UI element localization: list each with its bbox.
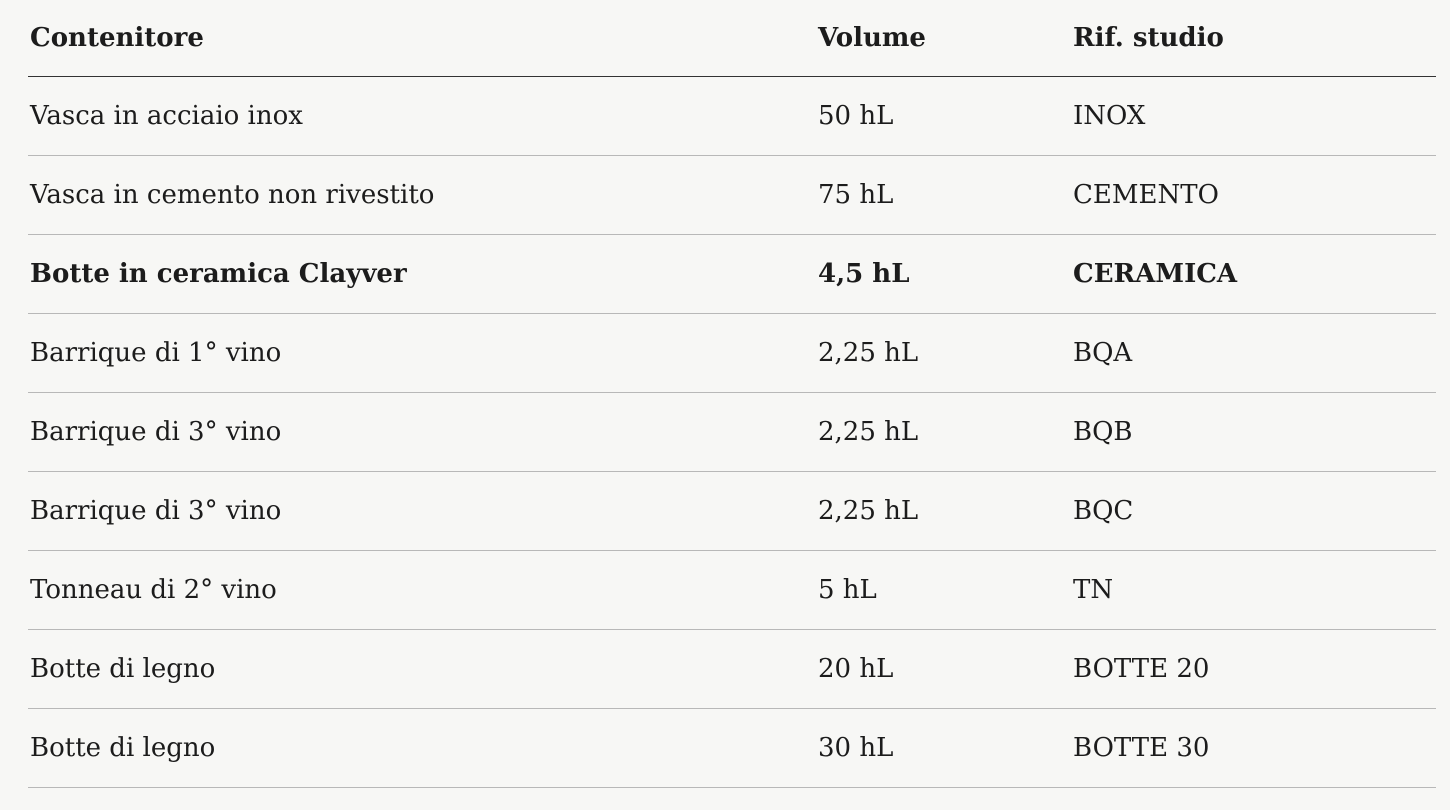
table-row: Vasca in acciaio inox 50 hL INOX [28, 76, 1436, 156]
header-row: Contenitore Volume Rif. studio [28, 0, 1436, 77]
table-cell: Vasca in cemento non rivestito [28, 155, 816, 235]
table-cell: 5 hL [816, 550, 1071, 630]
table-row: Barrique di 1° vino 2,25 hL BQA [28, 313, 1436, 393]
table-cell: Barrique di 1° vino [28, 313, 816, 393]
table-row: Barrique di 3° vino 2,25 hL BQC [28, 471, 1436, 551]
table-cell: 75 hL [816, 155, 1071, 235]
header-cell: Volume [816, 0, 1071, 77]
table-cell: Barrique di 3° vino [28, 471, 816, 551]
table-cell: INOX [1071, 76, 1436, 156]
table-row: Botte in ceramica Clayver 4,5 hL CERAMICA [28, 234, 1436, 314]
table-cell: 2,25 hL [816, 471, 1071, 551]
table-cell: 4,5 hL [816, 234, 1071, 314]
table-cell: CERAMICA [1071, 234, 1436, 314]
table-cell: Botte in ceramica Clayver [28, 234, 816, 314]
header-cell: Rif. studio [1071, 0, 1436, 77]
table-cell: 2,25 hL [816, 392, 1071, 472]
table-cell: BQA [1071, 313, 1436, 393]
table-cell: Tonneau di 2° vino [28, 550, 816, 630]
table-cell: Botte di legno [28, 629, 816, 709]
table-cell: CEMENTO [1071, 155, 1436, 235]
table-row: Vasca in cemento non rivestito 75 hL CEMEN… [28, 155, 1436, 235]
table-cell: Botte di legno [28, 708, 816, 788]
table-cell: BOTTE 20 [1071, 629, 1436, 709]
header-cell: Contenitore [28, 0, 816, 77]
table-cell: Vasca in acciaio inox [28, 76, 816, 156]
table-cell: 20 hL [816, 629, 1071, 709]
table-cell: Barrique di 3° vino [28, 392, 816, 472]
table-cell: 2,25 hL [816, 313, 1071, 393]
table-row: Botte di legno 20 hL BOTTE 20 [28, 629, 1436, 709]
table-row: Barrique di 3° vino 2,25 hL BQB [28, 392, 1436, 472]
table-cell: BOTTE 30 [1071, 708, 1436, 788]
table-body: Vasca in acciaio inox 50 hL INOX Vasca in c… [28, 76, 1436, 788]
table-row: Tonneau di 2° vino 5 hL TN [28, 550, 1436, 630]
table-cell: 30 hL [816, 708, 1071, 788]
table-cell: BQC [1071, 471, 1436, 551]
table-cell: 50 hL [816, 76, 1071, 156]
table-cell: BQB [1071, 392, 1436, 472]
table-cell: TN [1071, 550, 1436, 630]
table-row: Botte di legno 30 hL BOTTE 30 [28, 708, 1436, 788]
container-table: Contenitore Volume Rif. studio Vasca in ac… [28, 0, 1436, 788]
